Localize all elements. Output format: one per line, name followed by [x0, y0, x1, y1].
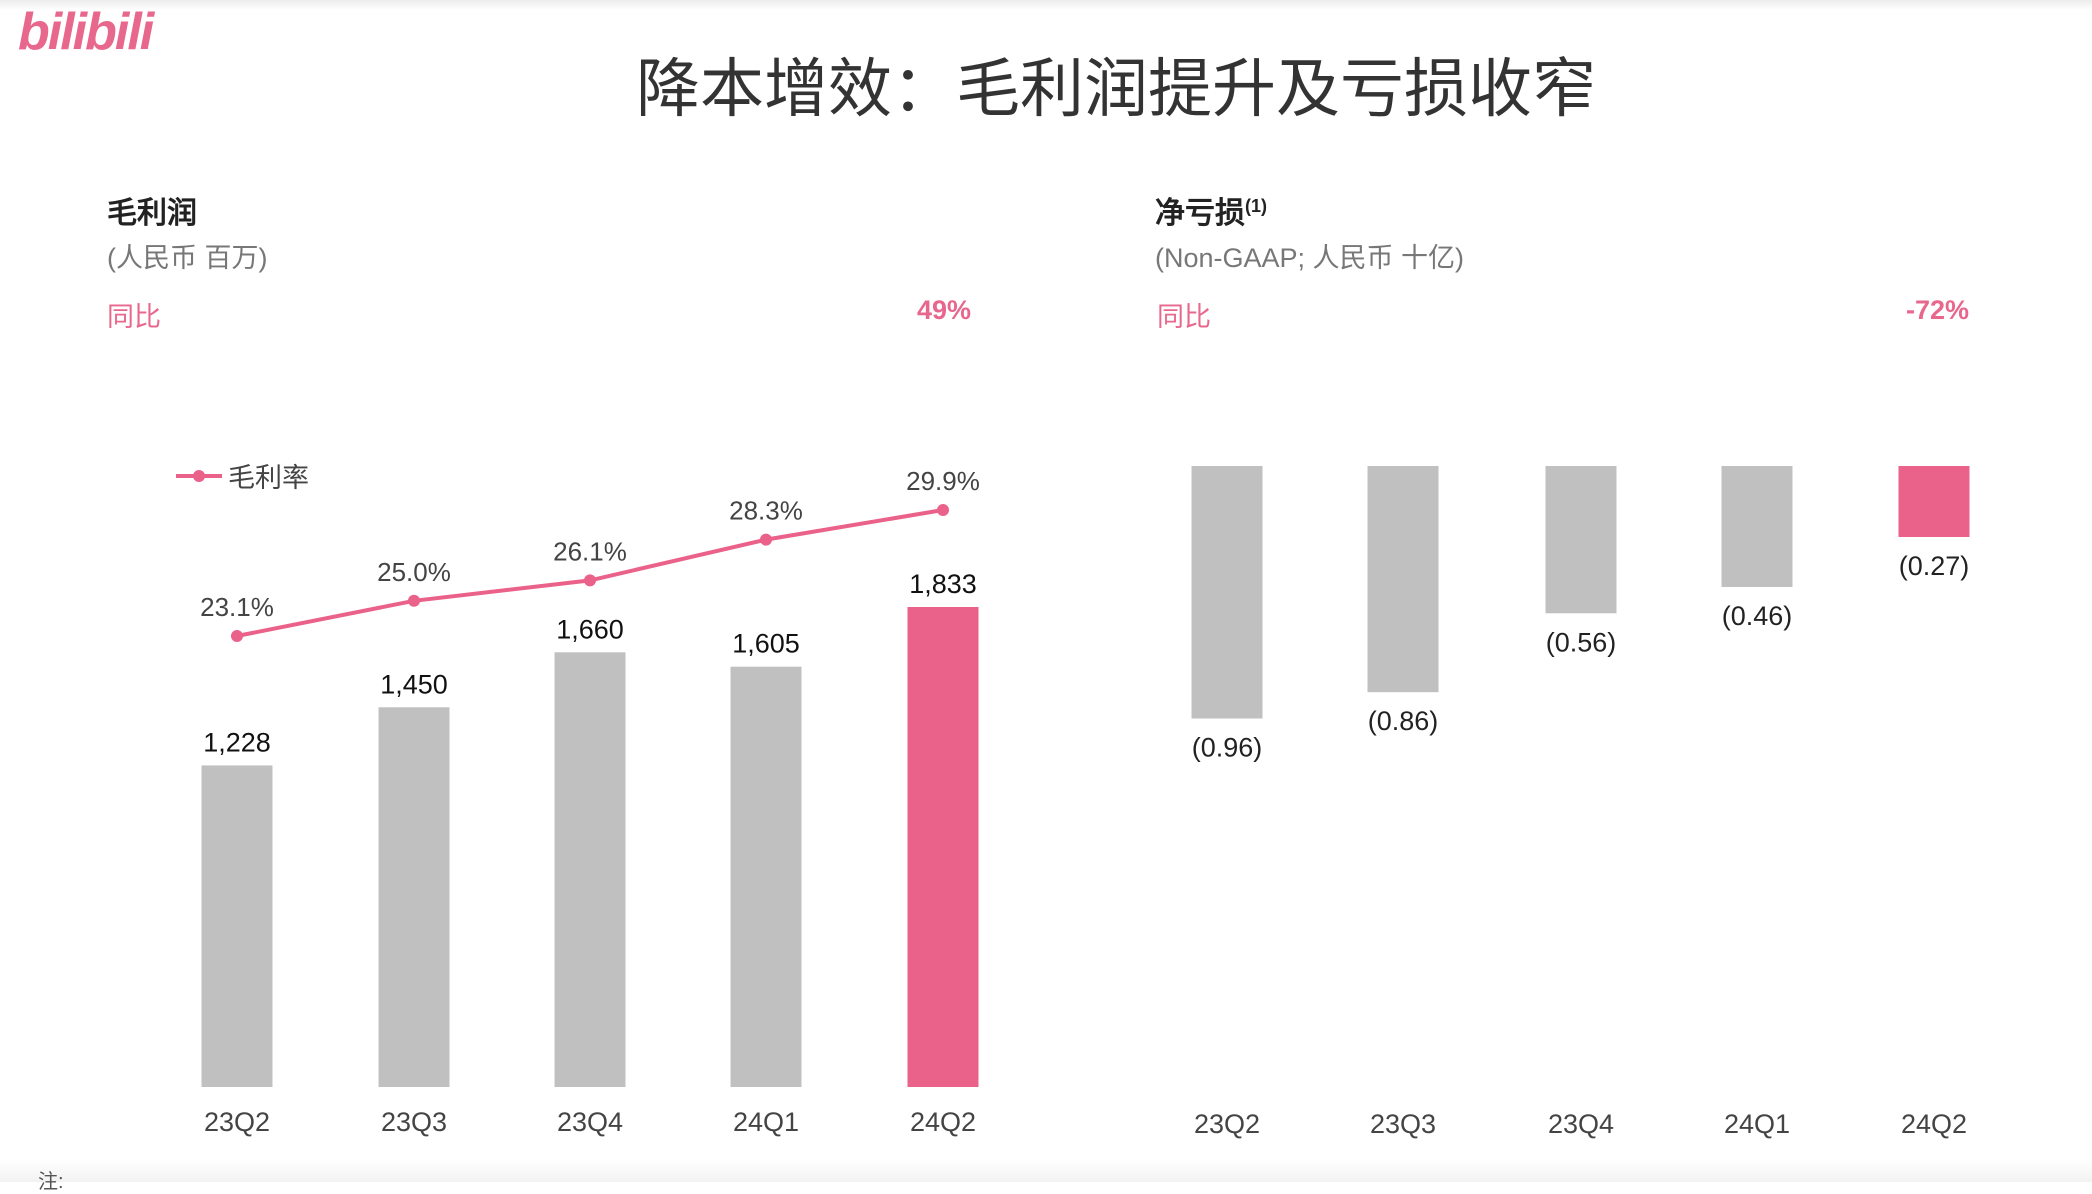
x-tick-label: 23Q4	[1548, 1109, 1614, 1139]
gross-margin-point	[408, 594, 420, 607]
x-tick-label: 24Q2	[910, 1107, 976, 1137]
x-tick-label: 23Q3	[1370, 1109, 1436, 1139]
bilibili-logo: bilibili	[18, 3, 154, 61]
net-loss-bar	[1191, 466, 1263, 719]
gross-profit-yoy-value: 49%	[916, 295, 971, 325]
gross-profit-bar	[730, 666, 802, 1087]
gross-profit-bar	[378, 707, 450, 1087]
gross-margin-point	[760, 533, 772, 546]
net-loss-bar	[1898, 466, 1970, 538]
gross-profit-unit: (人民币 百万)	[107, 243, 268, 273]
x-tick-label: 23Q2	[1194, 1109, 1260, 1139]
footer-strip	[0, 1160, 2092, 1182]
gross-profit-value-label: 1,660	[556, 614, 624, 644]
x-tick-label: 24Q1	[1724, 1109, 1790, 1139]
net-loss-value-label: (0.56)	[1546, 627, 1617, 657]
x-tick-label: 23Q2	[204, 1107, 270, 1137]
net-loss-value-label: (0.96)	[1192, 732, 1263, 762]
x-tick-label: 24Q1	[733, 1107, 799, 1137]
gross-profit-bar	[554, 652, 626, 1087]
x-tick-label: 24Q2	[1901, 1109, 1967, 1139]
net-loss-value-label: (0.46)	[1722, 601, 1793, 631]
net-loss-yoy-value: -72%	[1905, 295, 1969, 325]
gross-margin-point	[231, 630, 243, 642]
gross-margin-label: 25.0%	[377, 557, 451, 587]
gross-profit-value-label: 1,228	[203, 727, 271, 757]
net-loss-footnote-mark: (1)	[1245, 196, 1267, 216]
net-loss-title: 净亏损(1)	[1155, 188, 1267, 232]
net-loss-value-label: (0.27)	[1899, 551, 1970, 581]
gross-margin-point	[937, 504, 949, 516]
footnote-label: 注:	[38, 1171, 64, 1193]
legend-label: 毛利率	[228, 463, 309, 493]
gross-margin-label: 23.1%	[200, 592, 274, 622]
legend-marker-icon	[193, 470, 205, 482]
gross-profit-bar	[907, 607, 979, 1087]
gross-profit-value-label: 1,833	[909, 569, 977, 599]
gross-margin-label: 29.9%	[906, 466, 980, 496]
net-loss-yoy-label: 同比	[1157, 302, 1211, 332]
x-tick-label: 23Q3	[381, 1107, 447, 1137]
net-loss-bar	[1545, 466, 1617, 614]
gross-profit-value-label: 1,605	[732, 629, 800, 659]
gross-margin-label: 28.3%	[729, 496, 803, 526]
net-loss-bar	[1367, 466, 1439, 693]
gross-profit-title: 毛利润	[107, 197, 197, 230]
gross-margin-point	[584, 574, 596, 587]
gross-margin-label: 26.1%	[553, 536, 627, 566]
gross-profit-value-label: 1,450	[380, 669, 448, 699]
x-tick-label: 23Q4	[557, 1107, 623, 1137]
net-loss-unit: (Non-GAAP; 人民币 十亿)	[1155, 243, 1465, 273]
page-title: 降本增效：毛利润提升及亏损收窄	[636, 53, 1596, 125]
gross-profit-yoy-label: 同比	[107, 302, 161, 332]
gross-profit-bar	[201, 765, 273, 1087]
net-loss-bar	[1721, 466, 1793, 587]
net-loss-value-label: (0.86)	[1368, 706, 1439, 736]
net-loss-title-text: 净亏损	[1155, 197, 1245, 230]
top-bar	[0, 0, 2092, 10]
